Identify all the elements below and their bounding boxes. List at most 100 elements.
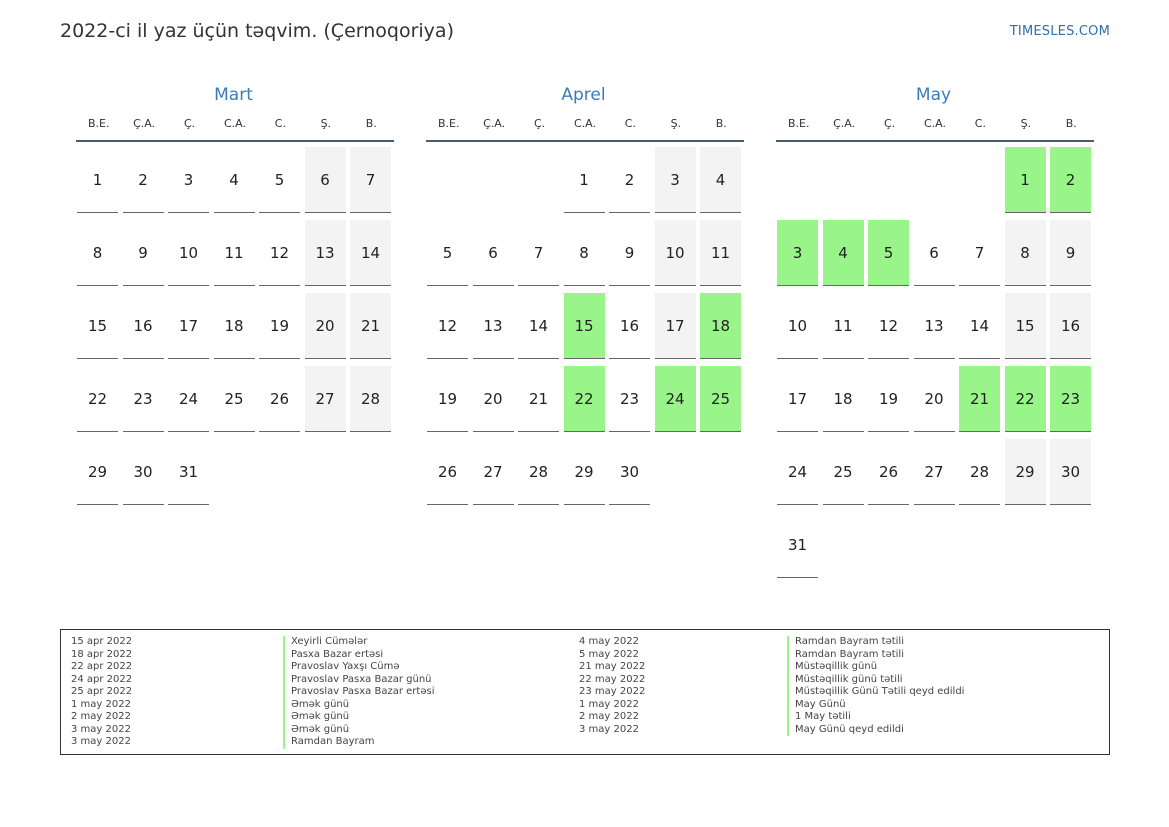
day-cell: 6 bbox=[472, 220, 514, 286]
weekday-label: Ç. bbox=[533, 117, 546, 130]
legend-holiday-name: Əmək günü bbox=[283, 711, 434, 724]
day-cell: 12 bbox=[259, 220, 300, 286]
day-cell: 17 bbox=[168, 293, 209, 359]
weekday-label: C.A. bbox=[573, 117, 596, 130]
legend-date: 21 may 2022 bbox=[579, 661, 646, 672]
month-title: Mart bbox=[214, 85, 253, 105]
day-cell: 25 bbox=[700, 366, 741, 432]
day-cell: 29 bbox=[563, 439, 605, 505]
day-cell: 28 bbox=[350, 366, 391, 432]
day-cell: 31 bbox=[777, 512, 818, 578]
day-cell: 3 bbox=[654, 147, 696, 213]
day-cell: 20 bbox=[304, 293, 346, 359]
day-cell: 6 bbox=[304, 147, 346, 213]
weekday-label: C.A. bbox=[223, 117, 246, 130]
day-cell: 2 bbox=[122, 147, 164, 213]
day-cell: 16 bbox=[1050, 293, 1091, 359]
legend-holiday-name: Ramdan Bayram tətili bbox=[787, 636, 964, 649]
weekday-header: B.E. Ç.A. Ç. C.A. C. Ş. B. bbox=[426, 116, 744, 142]
day-cell: 11 bbox=[700, 220, 741, 286]
day-cell: 2 bbox=[1050, 147, 1091, 213]
month-calendar: Mart B.E. Ç.A. Ç. C.A. C. Ş. B. 1 2 3 4 5 6 7 8 9 10 11 12 1… bbox=[76, 84, 394, 505]
day-cell: 9 bbox=[122, 220, 164, 286]
legend-date: 2 may 2022 bbox=[71, 711, 131, 722]
day-cell: 20 bbox=[472, 366, 514, 432]
day-cell: 2 bbox=[609, 147, 650, 213]
day-cell: 11 bbox=[822, 293, 864, 359]
day-cell: 23 bbox=[609, 366, 650, 432]
day-cell: 5 bbox=[259, 147, 300, 213]
day-cell: 30 bbox=[1050, 439, 1091, 505]
weekday-label: C. bbox=[274, 117, 286, 130]
legend-date: 24 apr 2022 bbox=[71, 673, 133, 685]
day-cell: 25 bbox=[822, 439, 864, 505]
weekday-label: Ş. bbox=[1020, 117, 1032, 130]
day-cell: 21 bbox=[518, 366, 559, 432]
legend-date: 4 may 2022 bbox=[579, 636, 639, 647]
day-cell: 22 bbox=[77, 366, 118, 432]
day-cell: 24 bbox=[777, 439, 818, 505]
legend-date: 3 may 2022 bbox=[71, 736, 131, 747]
day-cell: 17 bbox=[654, 293, 696, 359]
legend-left-dates: 15 apr 2022 18 apr 2022 22 apr 2022 24 apr … bbox=[71, 636, 132, 749]
day-cell: 31 bbox=[168, 439, 209, 505]
day-cell: 28 bbox=[518, 439, 559, 505]
day-cell: 27 bbox=[304, 366, 346, 432]
legend-date: 23 may 2022 bbox=[579, 686, 646, 697]
day-cell: 18 bbox=[822, 366, 864, 432]
legend-right-names: Ramdan Bayram tətili Ramdan Bayram tətili… bbox=[787, 636, 964, 736]
weekday-label: B. bbox=[365, 117, 377, 130]
day-cell: 24 bbox=[654, 366, 696, 432]
day-cell: 19 bbox=[427, 366, 468, 432]
legend-holiday-name: Xeyirli Cümələr bbox=[283, 636, 434, 649]
day-cell: 19 bbox=[868, 366, 909, 432]
legend-date: 22 may 2022 bbox=[579, 673, 646, 685]
legend-date: 3 may 2022 bbox=[579, 723, 639, 735]
weekday-label: Ş. bbox=[670, 117, 682, 130]
day-cell: 15 bbox=[77, 293, 118, 359]
day-cell: 30 bbox=[609, 439, 650, 505]
holiday-legend: 15 apr 2022 18 apr 2022 22 apr 2022 24 apr … bbox=[60, 629, 1110, 755]
day-cell: 13 bbox=[304, 220, 346, 286]
day-cell: 9 bbox=[609, 220, 650, 286]
day-cell: 13 bbox=[913, 293, 955, 359]
day-cell: 10 bbox=[168, 220, 209, 286]
weekday-header: B.E. Ç.A. Ç. C.A. C. Ş. B. bbox=[776, 116, 1094, 142]
legend-holiday-name: Müstəqillik Günü Tətili qeyd edildi bbox=[787, 686, 964, 699]
day-cell: 4 bbox=[213, 147, 255, 213]
day-cell: 14 bbox=[350, 220, 391, 286]
day-cell: 5 bbox=[868, 220, 909, 286]
day-cell: 18 bbox=[213, 293, 255, 359]
day-cell: 7 bbox=[350, 147, 391, 213]
legend-left-names: Xeyirli Cümələr Pasxa Bazar ertəsi Pravosl… bbox=[283, 636, 434, 749]
legend-date: 15 apr 2022 bbox=[71, 636, 133, 647]
legend-holiday-name: 1 May tətili bbox=[787, 711, 964, 724]
weekday-label: B.E. bbox=[437, 117, 460, 130]
day-cell: 15 bbox=[1004, 293, 1046, 359]
day-cell: 22 bbox=[563, 366, 605, 432]
day-cell: 26 bbox=[259, 366, 300, 432]
legend-holiday-name: Müstəqillik günü bbox=[787, 661, 964, 674]
legend-holiday-name: Ramdan Bayram bbox=[283, 736, 434, 749]
day-cell: 8 bbox=[1004, 220, 1046, 286]
day-cell: 14 bbox=[518, 293, 559, 359]
day-cell: 6 bbox=[913, 220, 955, 286]
day-cell: 28 bbox=[959, 439, 1000, 505]
legend-holiday-name: May Günü qeyd edildi bbox=[787, 723, 964, 736]
legend-holiday-name: Pravoslav Yaxşı Cümə bbox=[283, 661, 434, 674]
site-link[interactable]: TIMESLES.COM bbox=[1009, 24, 1110, 39]
day-cell: 27 bbox=[913, 439, 955, 505]
day-cell: 22 bbox=[1004, 366, 1046, 432]
legend-date: 22 apr 2022 bbox=[71, 661, 133, 672]
day-cell: 1 bbox=[77, 147, 118, 213]
weekday-label: B. bbox=[1065, 117, 1077, 130]
day-cell: 10 bbox=[654, 220, 696, 286]
legend-holiday-name: Əmək günü bbox=[283, 698, 434, 711]
day-cell: 19 bbox=[259, 293, 300, 359]
day-cell: 17 bbox=[777, 366, 818, 432]
weekday-label: B. bbox=[715, 117, 727, 130]
legend-holiday-name: Ramdan Bayram tətili bbox=[787, 648, 964, 661]
weekday-label: Ş. bbox=[320, 117, 332, 130]
day-cell: 3 bbox=[777, 220, 818, 286]
day-cell: 7 bbox=[518, 220, 559, 286]
